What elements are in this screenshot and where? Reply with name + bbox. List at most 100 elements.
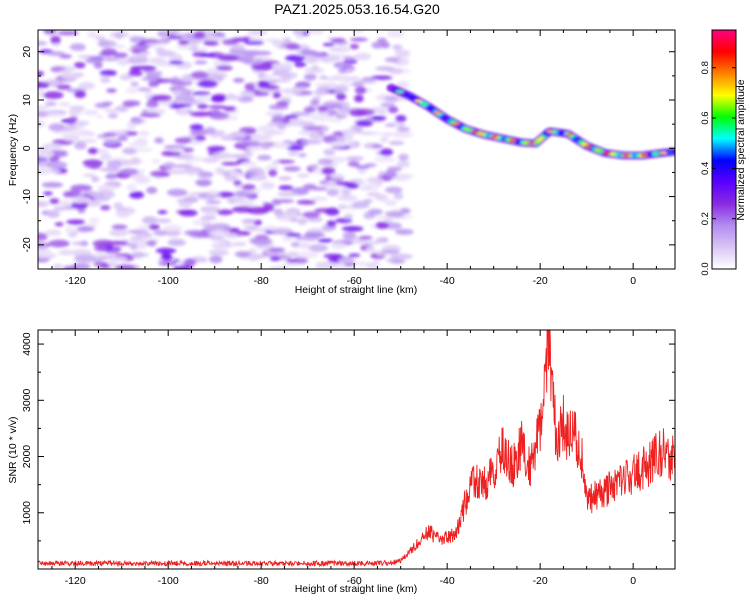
signal-peak [546,130,555,133]
noise-blob [381,249,400,255]
noise-blob [290,111,310,117]
noise-blob [384,186,403,194]
spectrogram-y-tick-label: 0 [21,145,33,151]
noise-blob [197,171,214,178]
noise-blob [114,264,135,269]
noise-blob [315,261,336,269]
noise-blob [207,35,227,42]
noise-blob [354,261,370,267]
noise-blob [350,76,361,81]
noise-blob [248,226,257,231]
noise-blob [297,173,310,178]
noise-blob [289,118,306,127]
colorbar-gradient [712,30,736,269]
noise-blob [263,130,285,135]
noise-blob [71,241,89,246]
noise-blob [215,167,225,175]
noise-blob [375,221,390,229]
noise-blob [335,92,347,101]
noise-blob [83,173,96,178]
noise-blob [308,244,329,252]
snr-x-ticks: -120 -100 -80 -60 -40 -20 0 [51,330,657,587]
noise-blob [225,95,243,101]
noise-blob [244,82,256,91]
noise-blob [53,206,67,212]
noise-blob [321,167,336,175]
noise-blob [158,261,178,266]
noise-blob [148,80,160,88]
noise-blob [104,108,121,113]
noise-blob [306,30,325,36]
noise-blob [359,235,373,240]
noise-blob [319,75,328,80]
noise-blob [69,116,78,122]
noise-blob [303,67,325,74]
noise-blob [43,91,64,100]
noise-blob [208,112,230,120]
noise-blob [166,169,189,175]
noise-blob [395,114,407,123]
snr-panel: -120 -100 -80 -60 -40 -20 0 1000 2000 3000 4000 H… [7,329,676,595]
noise-blob [145,74,162,81]
noise-blob [319,55,336,64]
noise-blob [210,95,226,103]
noise-blob [341,225,364,232]
noise-blob [191,255,207,262]
noise-blob [271,114,285,122]
noise-blob [65,226,75,234]
noise-blob [303,73,317,81]
noise-blob [145,42,166,46]
noise-blob [367,208,383,215]
noise-field [38,30,414,269]
noise-blob [170,103,193,108]
noise-blob [126,183,137,192]
noise-blob [113,202,124,210]
signal-blob [670,149,675,154]
noise-blob [75,120,90,126]
noise-blob [87,147,99,155]
noise-blob [258,134,274,139]
noise-blob [191,71,209,79]
noise-blob [377,37,387,44]
noise-blob [244,150,253,158]
noise-blob [250,237,273,246]
noise-blob [107,113,119,119]
noise-blob [153,229,168,236]
noise-blob [130,157,141,166]
noise-blob [278,176,292,181]
noise-blob [257,169,266,177]
noise-blob [328,47,342,52]
noise-blob [180,74,193,83]
noise-blob [156,78,174,83]
signal-peak [414,99,423,103]
colorbar-frame [711,29,737,270]
noise-blob [43,30,57,35]
noise-blob [144,91,154,99]
noise-blob [319,111,330,117]
noise-blob [397,57,410,64]
noise-blob [38,248,52,257]
noise-blob [111,224,128,230]
noise-blob [204,126,217,135]
noise-blob [48,123,65,132]
noise-blob [371,115,387,121]
snr-y-ticks: 1000 2000 3000 4000 [21,332,675,542]
signal-peak [659,151,668,155]
noise-blob [38,202,48,208]
noise-blob [70,128,92,137]
noise-blob [221,161,240,166]
noise-blob [148,57,166,65]
noise-blob [354,86,367,95]
noise-blob [146,186,158,194]
noise-blob [82,109,99,116]
noise-blob [38,89,45,96]
noise-blob [317,85,330,93]
noise-blob [396,126,410,132]
noise-blob [197,80,218,88]
noise-blob [373,156,396,163]
noise-blob [211,151,232,160]
noise-blob [375,237,386,244]
noise-blob [375,215,390,220]
noise-blob [208,105,227,109]
noise-blob [169,53,183,62]
